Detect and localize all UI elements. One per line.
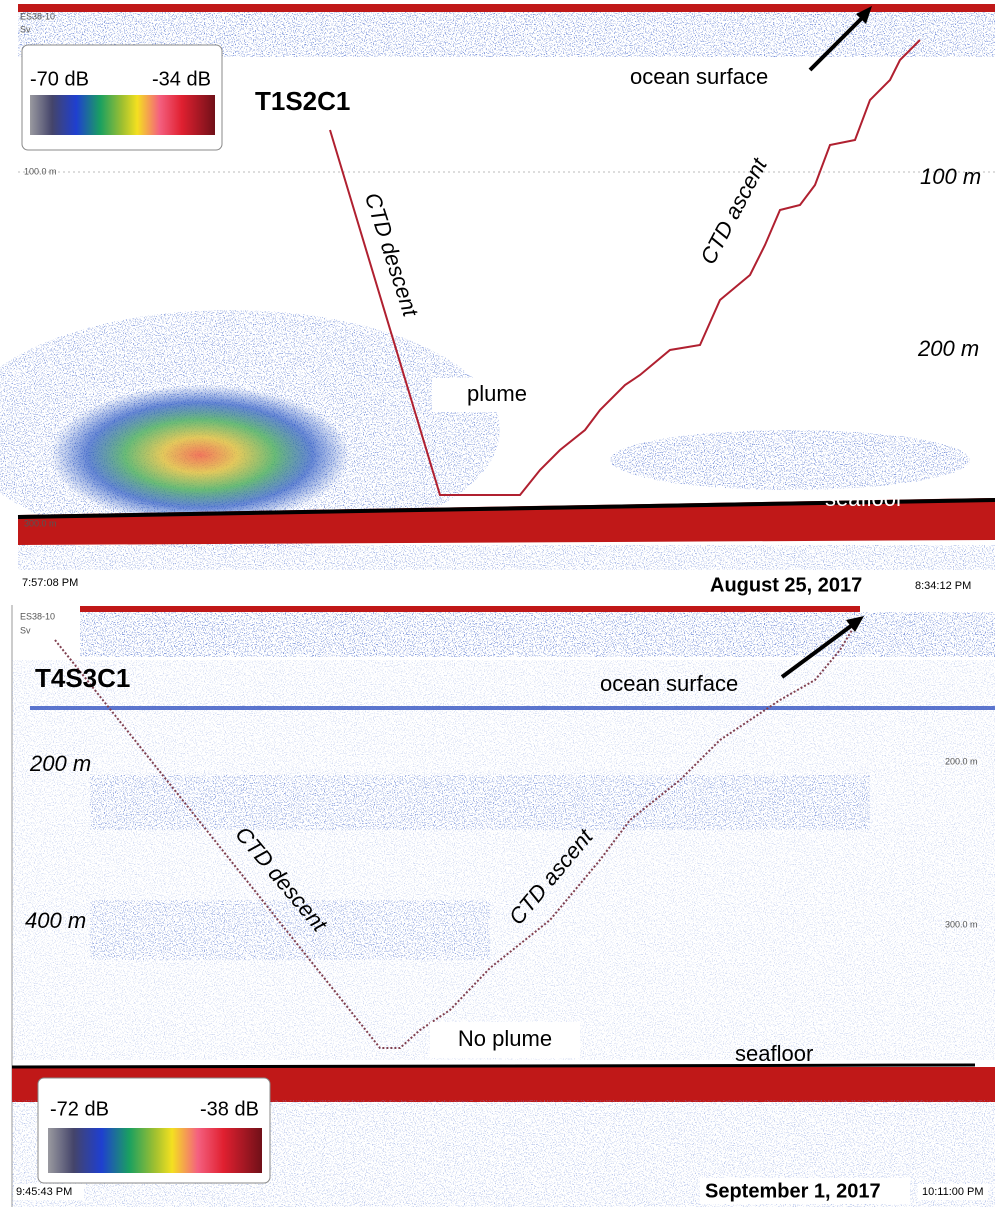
annotation: seafloor xyxy=(735,1041,813,1066)
annotation: ocean surface xyxy=(600,671,738,696)
seafloor-echo xyxy=(18,498,995,545)
seafloor-line xyxy=(11,1063,976,1069)
label-box xyxy=(432,378,562,412)
annotation: plume xyxy=(467,381,527,406)
variable: Sv xyxy=(20,625,31,635)
scatter xyxy=(12,660,995,1060)
depth-label: 400 m xyxy=(25,908,86,933)
start-time: 7:57:08 PM xyxy=(22,577,78,589)
start-time: 9:45:43 PM xyxy=(16,1186,72,1198)
depth-label: 100 m xyxy=(920,164,981,189)
scatter xyxy=(610,430,970,490)
ctd-track xyxy=(329,39,921,496)
annotation: No plume xyxy=(458,1026,552,1051)
instrument: ES38-10 xyxy=(20,11,55,21)
range-label: 200.0 m xyxy=(945,756,978,766)
panel-2: ES38-10 Sv T4S3C1 ocean surface 200 m 40… xyxy=(10,605,995,1207)
instrument: ES38-10 xyxy=(20,611,55,621)
colorbar-min: -72 dB xyxy=(50,1098,109,1120)
label-box xyxy=(430,1022,580,1058)
date: August 25, 2017 xyxy=(710,574,862,596)
label-bg xyxy=(700,1178,910,1204)
annotation: ocean surface xyxy=(630,64,768,89)
depth-label: 200 m xyxy=(917,336,979,361)
annotation: seafloor xyxy=(825,486,903,511)
colorbar-max: -38 dB xyxy=(200,1098,259,1120)
arrow xyxy=(808,12,868,72)
arrow-head xyxy=(856,6,872,24)
surface-line xyxy=(80,606,860,612)
label-bg xyxy=(14,1184,84,1200)
arrow xyxy=(780,621,857,679)
variable: Sv xyxy=(20,24,31,34)
colorbar-max: -34 dB xyxy=(152,68,211,90)
panel-1: ES38-10 Sv -70 dB -34 dB T1S2C1 100.0 m … xyxy=(0,0,995,596)
arrow-head xyxy=(846,616,864,632)
range-label: 300.0 m xyxy=(24,518,57,528)
end-time: 10:11:00 PM xyxy=(922,1186,984,1198)
range-label: 100.0 m xyxy=(24,166,57,176)
scatter-layer xyxy=(90,775,870,830)
seafloor-line xyxy=(17,498,995,519)
depth-label: 200 m xyxy=(29,751,91,776)
colorbar xyxy=(30,95,215,135)
label-bg xyxy=(918,1184,988,1200)
scatter-layer xyxy=(90,900,490,960)
range-label: 300.0 m xyxy=(945,919,978,929)
sub-bottom xyxy=(18,545,995,570)
station: T1S2C1 xyxy=(255,86,350,116)
date: September 1, 2017 xyxy=(705,1180,881,1202)
ctd-track xyxy=(54,624,856,1049)
colorbar xyxy=(48,1128,262,1173)
colorbar-min: -70 dB xyxy=(30,68,89,90)
end-time: 8:34:12 PM xyxy=(915,580,971,592)
surface-line xyxy=(18,4,995,12)
plume-core xyxy=(50,385,350,525)
station: T4S3C1 xyxy=(35,663,130,693)
